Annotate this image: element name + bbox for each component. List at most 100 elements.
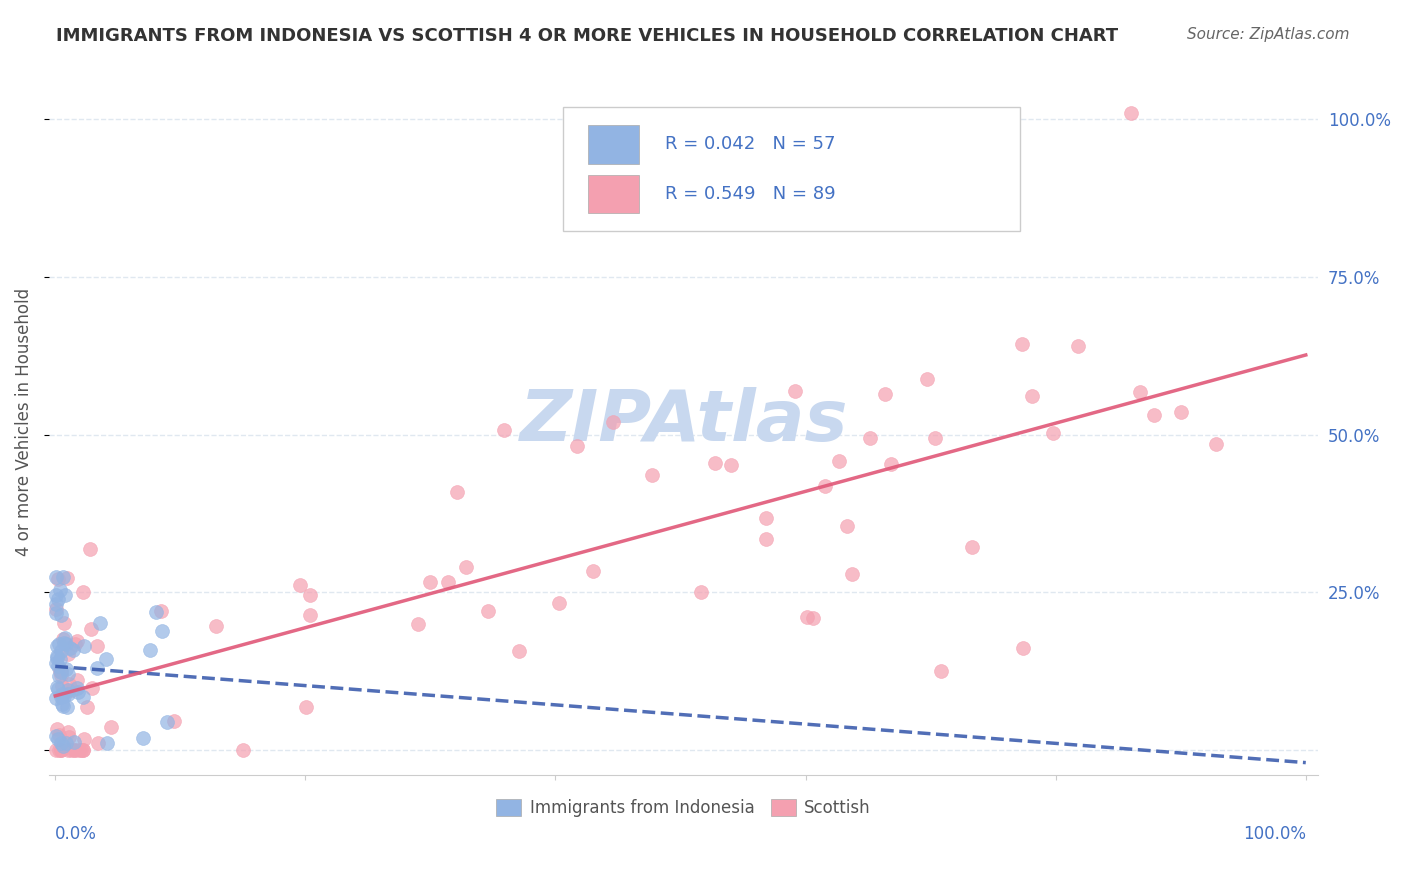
Point [155,714,177,729]
Point [46,572,69,586]
Point [859,431,882,445]
Point [80,623,103,637]
Point [149,604,172,618]
FancyBboxPatch shape [562,107,1019,231]
Point [87,736,110,750]
Point [55,637,77,651]
Point [45,691,67,706]
Point [1021,389,1043,403]
Text: 0.0%: 0.0% [55,825,97,843]
Point [873,387,896,401]
Point [49,608,72,623]
Point [49,743,72,757]
Point [58,677,80,691]
Point [51,743,73,757]
Point [299,607,322,622]
Point [52,698,75,713]
Point [51,690,73,704]
Point [454,559,477,574]
Point [55,736,77,750]
Point [299,588,322,602]
Point [66,673,89,687]
Point [45,729,67,743]
Point [73,640,96,654]
Point [45,651,67,665]
Point [46,648,69,663]
Legend: Immigrants from Indonesia, Scottish: Immigrants from Indonesia, Scottish [489,792,877,823]
Point [548,596,571,610]
Point [53,588,76,602]
Point [582,564,605,578]
Point [67,684,90,698]
Point [51,665,73,680]
Point [100,720,122,734]
Point [602,416,624,430]
Point [1119,105,1142,120]
Point [1143,408,1166,422]
Point [48,592,70,607]
Point [641,468,664,483]
Point [72,743,94,757]
Point [46,659,69,673]
Point [477,604,499,618]
Point [828,454,851,468]
Point [915,371,938,385]
Point [755,533,778,547]
Point [49,664,72,678]
Point [63,637,86,651]
Point [70,743,93,757]
Text: R = 0.042   N = 57: R = 0.042 N = 57 [665,136,835,153]
Point [437,575,460,590]
Point [60,682,83,697]
Point [52,632,75,647]
Point [63,735,86,749]
Point [204,619,226,633]
Point [48,728,70,742]
Bar [589,175,640,213]
Point [406,617,429,632]
Point [841,566,863,581]
Point [48,743,70,757]
Point [56,570,79,584]
Point [45,570,67,584]
Point [53,615,76,630]
Point [755,510,778,524]
Point [62,643,84,657]
Point [419,575,441,590]
Point [45,656,67,670]
Point [494,423,516,437]
Point [46,681,69,696]
Point [45,607,67,621]
Point [1170,405,1192,419]
Point [56,667,79,681]
Point [232,743,254,757]
Point [49,667,72,681]
Point [1011,337,1033,351]
Point [76,700,98,714]
Point [46,731,69,746]
Point [49,663,72,677]
Point [49,690,72,704]
Point [89,615,111,630]
Point [1128,385,1150,400]
Point [56,725,79,739]
Point [783,384,806,398]
Point [45,722,67,736]
Point [803,611,825,625]
Point [72,585,94,599]
Point [58,683,80,698]
Point [45,639,67,653]
Text: ZIPAtlas: ZIPAtlas [519,387,848,457]
Point [1067,339,1090,353]
Point [96,736,118,750]
Point [66,681,89,695]
Point [48,652,70,666]
Point [294,700,316,714]
Point [53,631,76,645]
Point [72,743,94,757]
Point [56,743,79,757]
Point [52,570,75,584]
Bar [589,125,640,164]
Point [704,456,727,470]
Point [150,624,173,638]
